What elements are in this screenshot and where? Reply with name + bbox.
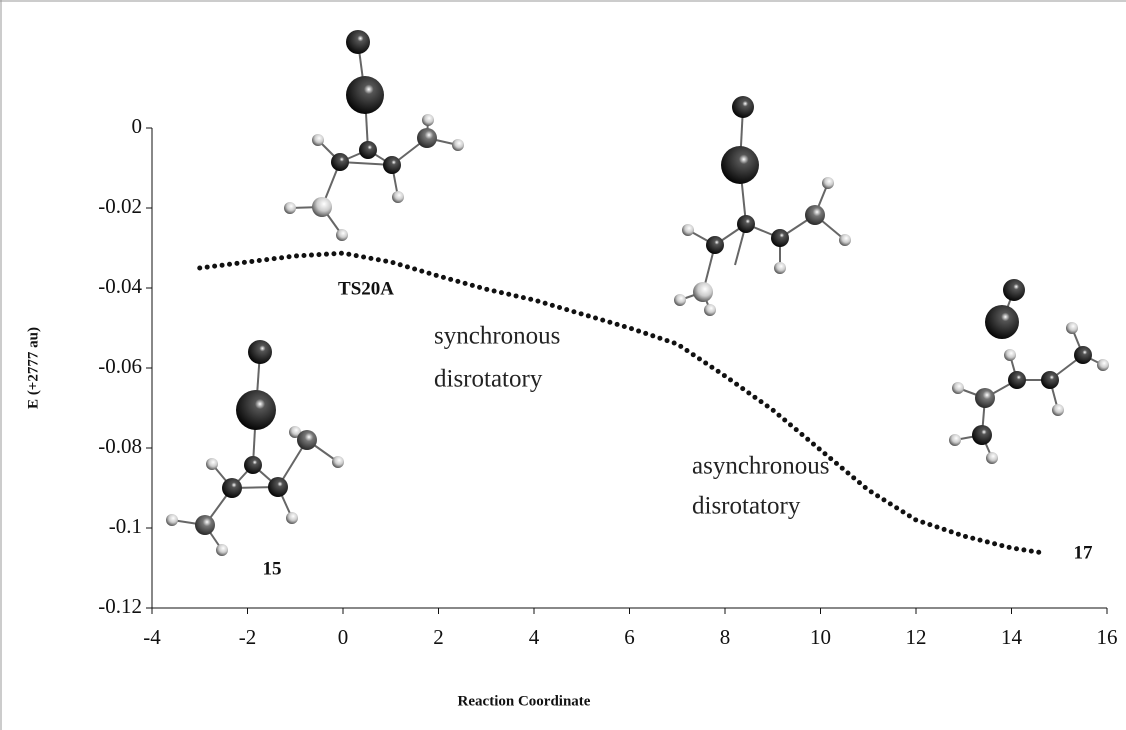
atom <box>732 96 754 118</box>
atom <box>975 388 995 408</box>
chart: Reaction Coordinate E (+2777 au) -0.12-0… <box>0 0 1126 730</box>
annotation: 17 <box>1074 542 1094 563</box>
atom <box>972 425 992 445</box>
atom <box>721 146 759 184</box>
atom <box>1008 371 1026 389</box>
atom <box>986 452 998 464</box>
y-tick-label: -0.04 <box>98 274 142 298</box>
atom <box>1041 371 1059 389</box>
x-tick-label: 4 <box>529 625 540 649</box>
atom <box>206 458 218 470</box>
atom <box>222 478 242 498</box>
y-tick-label: -0.06 <box>98 354 142 378</box>
atom <box>392 191 404 203</box>
atom <box>704 304 716 316</box>
atom <box>359 141 377 159</box>
series-line <box>200 253 1045 553</box>
atom <box>985 305 1019 339</box>
page: Reaction Coordinate E (+2777 au) -0.12-0… <box>0 0 1126 730</box>
atom <box>949 434 961 446</box>
atom <box>312 134 324 146</box>
x-tick-label: -4 <box>143 625 161 649</box>
atom <box>693 282 713 302</box>
atom <box>952 382 964 394</box>
atom <box>1004 349 1016 361</box>
atom <box>346 76 384 114</box>
atom <box>839 234 851 246</box>
atom <box>312 197 332 217</box>
atom <box>236 390 276 430</box>
annotation: asynchronous <box>692 453 829 480</box>
y-tick-label: -0.1 <box>109 514 142 538</box>
x-tick-label: 10 <box>810 625 831 649</box>
atom <box>268 477 288 497</box>
atom <box>248 340 272 364</box>
atom <box>822 177 834 189</box>
annotation: 15 <box>263 558 282 579</box>
y-axis-label: E (+2777 au) <box>25 327 41 409</box>
atom <box>331 153 349 171</box>
atom <box>1003 279 1025 301</box>
atom <box>332 456 344 468</box>
x-tick-label: 6 <box>624 625 635 649</box>
atom <box>195 515 215 535</box>
atom <box>166 514 178 526</box>
atom <box>1066 322 1078 334</box>
x-axis-label: Reaction Coordinate <box>458 693 591 709</box>
x-tick-label: -2 <box>239 625 257 649</box>
atom <box>346 30 370 54</box>
atom <box>1052 404 1064 416</box>
atom <box>1074 346 1092 364</box>
atom <box>1097 359 1109 371</box>
atom <box>284 202 296 214</box>
atom <box>422 114 434 126</box>
atom <box>805 205 825 225</box>
annotation: disrotatory <box>434 366 543 393</box>
annotation: synchronous <box>434 323 560 350</box>
atom <box>771 229 789 247</box>
x-tick-label: 8 <box>720 625 731 649</box>
atom <box>297 430 317 450</box>
x-tick-label: 16 <box>1097 625 1118 649</box>
atom <box>286 512 298 524</box>
y-tick-label: -0.12 <box>98 594 142 618</box>
atom <box>383 156 401 174</box>
annotation: TS20A <box>338 278 394 299</box>
atom <box>674 294 686 306</box>
x-tick-label: 14 <box>1001 625 1023 649</box>
atom <box>244 456 262 474</box>
x-tick-label: 0 <box>338 625 349 649</box>
atom <box>216 544 228 556</box>
y-tick-label: 0 <box>132 114 143 138</box>
atom <box>774 262 786 274</box>
atom <box>452 139 464 151</box>
x-tick-label: 12 <box>906 625 927 649</box>
y-tick-label: -0.08 <box>98 434 142 458</box>
atom <box>737 215 755 233</box>
atom <box>706 236 724 254</box>
annotation: disrotatory <box>692 493 801 520</box>
x-tick-label: 2 <box>433 625 444 649</box>
atom <box>682 224 694 236</box>
atom <box>417 128 437 148</box>
y-tick-label: -0.02 <box>98 194 142 218</box>
atom <box>336 229 348 241</box>
